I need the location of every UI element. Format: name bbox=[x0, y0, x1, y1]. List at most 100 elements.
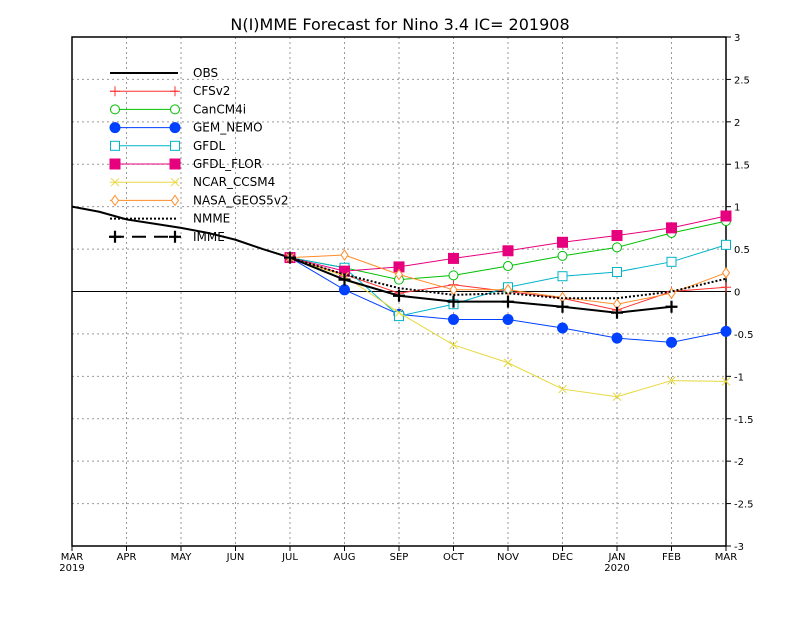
legend-label: CFSv2 bbox=[193, 84, 230, 98]
y-tick-label: -2 bbox=[734, 457, 744, 468]
y-tick-label: 2.5 bbox=[734, 75, 750, 86]
legend-label: NASA_GEOS5v2 bbox=[193, 193, 289, 207]
data-point bbox=[394, 308, 404, 318]
x-year-label: 2020 bbox=[604, 563, 629, 574]
legend-label: CanCM4i bbox=[193, 102, 246, 116]
data-point bbox=[665, 300, 678, 313]
data-point bbox=[448, 252, 459, 264]
data-point bbox=[448, 270, 459, 281]
data-point bbox=[449, 283, 458, 296]
x-tick-label: JAN bbox=[607, 552, 625, 563]
series-gfdl-flor bbox=[284, 210, 732, 277]
data-point bbox=[666, 222, 677, 234]
data-point bbox=[339, 284, 350, 296]
x-year-label: 2019 bbox=[59, 563, 84, 574]
legend-marker bbox=[170, 177, 180, 187]
legend-marker bbox=[110, 194, 120, 207]
data-point bbox=[558, 384, 567, 394]
series-line-nmme bbox=[289, 256, 727, 300]
legend-marker bbox=[170, 140, 180, 151]
legend-marker bbox=[169, 122, 181, 134]
data-point bbox=[556, 300, 569, 313]
legend-item-ncar-ccsm4: NCAR_CCSM4 bbox=[110, 175, 275, 189]
legend-item-cancm4i: CanCM4i bbox=[110, 102, 246, 116]
x-tick-label: MAY bbox=[171, 552, 193, 563]
data-point bbox=[557, 250, 568, 261]
y-tick-label: 0 bbox=[734, 288, 740, 299]
data-point bbox=[340, 249, 349, 261]
data-point bbox=[720, 210, 732, 222]
y-tick-label: -1 bbox=[734, 372, 744, 383]
data-point bbox=[611, 230, 623, 242]
data-point bbox=[557, 236, 568, 248]
legend-marker bbox=[170, 104, 180, 115]
x-tick-label: JUN bbox=[226, 552, 245, 563]
legend-marker bbox=[109, 122, 121, 134]
y-tick-label: -3 bbox=[734, 542, 744, 553]
y-tick-label: 3 bbox=[734, 33, 740, 44]
y-tick-label: -0.5 bbox=[734, 330, 754, 341]
series-obs bbox=[71, 205, 291, 259]
data-point bbox=[721, 377, 731, 386]
data-point bbox=[502, 295, 514, 308]
legend-marker bbox=[110, 177, 120, 187]
legend-item-obs: OBS bbox=[110, 66, 218, 80]
chart-title: N(I)MME Forecast for Nino 3.4 IC= 201908 bbox=[230, 15, 569, 34]
data-point bbox=[284, 251, 296, 264]
series-nmme bbox=[289, 256, 727, 300]
series-line-obs bbox=[71, 205, 291, 259]
data-point bbox=[667, 376, 676, 385]
x-tick-label: APR bbox=[117, 552, 137, 563]
axes-layer: MAR APR MAY JUN JUL AUG SEP OCT NOV DEC JAN FEB MAR2… bbox=[59, 33, 753, 574]
data-point bbox=[721, 282, 731, 293]
y-tick-label: 2 bbox=[734, 118, 740, 129]
data-point bbox=[666, 336, 677, 348]
data-point bbox=[611, 332, 623, 344]
x-tick-label: SEP bbox=[390, 552, 409, 563]
data-point bbox=[338, 273, 351, 286]
legend-marker bbox=[110, 104, 120, 115]
legend-marker bbox=[170, 86, 180, 97]
legend-item-nmme: NMME bbox=[110, 212, 230, 226]
legend-label: NCAR_CCSM4 bbox=[193, 175, 275, 189]
legend-item-nasa-geos5v2: NASA_GEOS5v2 bbox=[110, 193, 289, 207]
legend-item-cfsv2: CFSv2 bbox=[110, 84, 230, 98]
x-tick-label: JUL bbox=[281, 552, 298, 563]
series-imme bbox=[284, 251, 678, 319]
data-point bbox=[502, 245, 514, 257]
data-point bbox=[611, 306, 623, 319]
y-tick-label: -2.5 bbox=[734, 500, 754, 511]
data-point bbox=[503, 358, 513, 368]
legend-marker bbox=[170, 194, 180, 207]
data-point bbox=[557, 271, 568, 282]
legend-marker bbox=[169, 158, 181, 170]
data-point bbox=[612, 266, 622, 277]
legend-item-gem-nemo: GEM_NEMO bbox=[109, 121, 263, 135]
y-tick-label: 1.5 bbox=[734, 160, 750, 171]
data-point bbox=[721, 266, 731, 279]
data-point bbox=[612, 242, 622, 253]
legend: OBS CFSv2 CanCM4i GEM_NEMO GFDL GFDL_FLOR NCAR… bbox=[109, 66, 289, 244]
legend-label: NMME bbox=[193, 212, 230, 226]
data-point bbox=[503, 261, 513, 272]
data-point bbox=[557, 322, 568, 334]
legend-marker bbox=[110, 140, 120, 151]
data-point bbox=[394, 311, 404, 322]
data-point bbox=[667, 287, 676, 300]
data-point bbox=[449, 340, 458, 350]
x-tick-label: MAR bbox=[61, 552, 83, 563]
data-point bbox=[612, 392, 622, 402]
series-line-imme bbox=[289, 256, 672, 314]
data-point bbox=[448, 313, 459, 325]
series-layer bbox=[71, 205, 732, 402]
data-point bbox=[502, 313, 514, 325]
legend-label: GFDL bbox=[193, 139, 225, 153]
legend-item-gfdl-flor: GFDL_FLOR bbox=[109, 157, 262, 171]
x-tick-label: MAR bbox=[715, 552, 737, 563]
data-point bbox=[721, 239, 731, 250]
data-point bbox=[393, 289, 405, 302]
legend-label: IMME bbox=[193, 230, 225, 244]
y-tick-label: 0.5 bbox=[734, 245, 750, 256]
legend-marker bbox=[109, 230, 121, 243]
